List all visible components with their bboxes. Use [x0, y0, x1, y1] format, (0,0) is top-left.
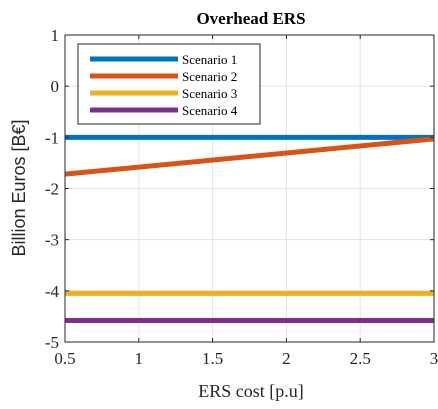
x-tick-label: 3: [430, 349, 438, 368]
legend-label-scenario-3: Scenario 3: [182, 86, 237, 101]
x-axis-label: ERS cost [p.u]: [198, 381, 304, 401]
chart-title: Overhead ERS: [196, 9, 305, 28]
y-tick-label: -1: [45, 128, 59, 147]
y-tick-label: 0: [51, 77, 60, 96]
series-lines: [64, 134, 435, 324]
y-tick-label: -5: [45, 333, 59, 352]
axis-ticks: 0.5 1 1.5 2 2.5 3 1 0 -1 -2 -3 -4 -5: [45, 26, 438, 368]
series-line-scenario-2: [64, 136, 435, 177]
legend-label-scenario-4: Scenario 4: [182, 103, 238, 118]
legend-label-scenario-2: Scenario 2: [182, 69, 237, 84]
x-tick-label: 0.5: [54, 349, 75, 368]
x-tick-label: 2: [282, 349, 291, 368]
legend-label-scenario-1: Scenario 1: [182, 52, 237, 67]
y-tick-label: -2: [45, 180, 59, 199]
x-tick-label: 1: [135, 349, 144, 368]
y-tick-label: -4: [45, 282, 60, 301]
y-tick-label: 1: [51, 26, 60, 45]
y-tick-label: -3: [45, 231, 59, 250]
x-tick-label: 2.5: [350, 349, 371, 368]
x-tick-label: 1.5: [202, 349, 223, 368]
y-axis-label: Billion Euros [B€]: [9, 119, 29, 256]
legend: Scenario 1 Scenario 2 Scenario 3 Scenario 4: [77, 43, 261, 125]
